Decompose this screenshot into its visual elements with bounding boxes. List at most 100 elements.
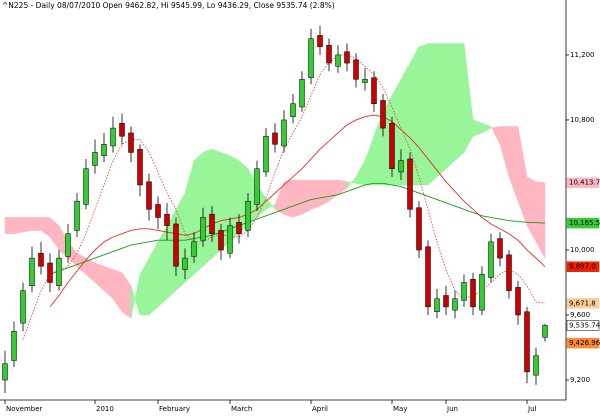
x-tick-label: 2010 [96,405,114,413]
candle-body [272,132,278,145]
x-tick-label: February [159,405,190,413]
candle-body [11,330,17,361]
cloud-segment [13,217,24,235]
candle-body [146,181,152,210]
candle-body [533,355,539,376]
candle-body [371,77,377,104]
candle-body [542,325,548,338]
price-tag [566,337,600,349]
candle-body [101,144,107,156]
ma-line [49,182,546,275]
y-tick-label: 10,000 [570,246,595,254]
candle-body [20,290,26,324]
cloud-segment [454,43,465,162]
candle-body [317,35,323,48]
cloud-segment [31,217,42,231]
candle-body [56,257,62,286]
candle-body [209,213,215,234]
candle-body [128,132,134,153]
candle-body [38,252,44,267]
candle-body [344,51,350,64]
candle-body [335,54,341,67]
candle-body [110,127,116,147]
y-tick-label: 11,200 [570,51,595,59]
candle-body [416,207,422,251]
cloud-segment [310,179,321,210]
cloud-segment [427,43,438,186]
candle-body [326,44,332,64]
x-tick-label: May [393,405,407,413]
price-tag-label: 9,897.0 [569,263,596,271]
candle-body [263,135,269,173]
candle-body [227,225,233,254]
candle-body [47,262,53,283]
candle-body [380,100,386,129]
candle-body [443,295,449,308]
y-tick-label: 9,600 [570,311,590,319]
candle-body [452,298,458,311]
candle-body [245,200,251,231]
candle-body [470,278,476,308]
candle-body [479,274,485,311]
candle-body [299,79,305,108]
candle-body [164,213,170,226]
candle-body [137,148,143,186]
candle-body [434,298,440,312]
candle-body [74,200,80,231]
cloud-segment [319,179,330,207]
ma-line [49,114,546,308]
candle-body [308,38,314,78]
price-tag [566,298,600,309]
candle-body [182,257,188,270]
price-tag-label: 9,535.74 [569,321,600,329]
candle-body [488,241,494,278]
cloud-segment [418,43,429,186]
candle-body [281,119,287,147]
price-tag [566,320,600,331]
price-tag-label: 10,165.5 [569,219,600,227]
candle-body [398,160,404,173]
candle-body [461,282,467,301]
cloud-segment [445,43,456,170]
candle-body [119,122,125,137]
candle-body [29,257,35,286]
candle-body [191,241,197,257]
price-tag-label: 9,426.96 [569,339,600,347]
candle-body [173,223,179,267]
x-tick-label: Jul [527,405,537,413]
candle-body [92,152,98,166]
x-tick-label: November [6,405,43,413]
cloud-segment [436,43,447,178]
cloud-segment [202,148,213,267]
candle-body [389,122,395,169]
candle-body [524,311,530,373]
price-tag-label: 9,671.8 [569,299,596,307]
chart-title: ^N225 - Daily 08/07/2010 Open 9462.82, H… [2,1,335,10]
candle-body [200,217,206,241]
candle-body [506,254,512,291]
price-tag [566,261,600,272]
y-tick-label: 9,200 [570,376,590,384]
candle-body [83,168,89,205]
candle-body [497,238,503,259]
cloud-segment [4,217,15,234]
x-tick-label: April [312,405,328,413]
x-tick-label: Jun [446,405,458,413]
candle-body [155,204,161,218]
candle-body [236,222,242,234]
price-tag [566,217,600,229]
candle-body [425,246,431,308]
candle-body [65,233,71,257]
y-tick-label: 10,800 [570,116,595,124]
cloud-segment [301,179,312,215]
candle-body [290,103,296,117]
candle-body [2,363,8,381]
candle-body [353,59,359,80]
candle-body [218,230,224,251]
cloud-segment [283,179,294,218]
price-tag [566,177,600,188]
candle-body [515,287,521,316]
candle-body [362,79,368,83]
price-tag-label: 10,413.7 [569,179,600,187]
